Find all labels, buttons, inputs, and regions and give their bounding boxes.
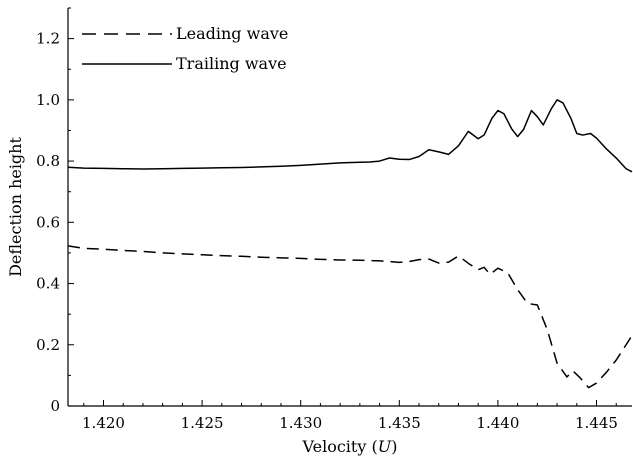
axes bbox=[67, 8, 632, 407]
x-tick-label: 1.430 bbox=[279, 414, 322, 432]
x-tick-label: 1.440 bbox=[476, 414, 519, 432]
x-tick-label: 1.435 bbox=[378, 414, 421, 432]
x-axis-label-var: U bbox=[378, 437, 392, 456]
x-tick-label: 1.425 bbox=[181, 414, 224, 432]
x-axis-label-suffix: ) bbox=[391, 437, 397, 456]
x-tick-label: 1.445 bbox=[575, 414, 618, 432]
series-line-leading-wave bbox=[67, 245, 633, 389]
y-tick-label: 1.0 bbox=[36, 91, 60, 109]
y-tick-label: 0.4 bbox=[36, 275, 60, 293]
y-tick-label: 0.6 bbox=[36, 213, 60, 231]
y-tick-label: 0 bbox=[50, 397, 60, 415]
legend-label-trailing-wave: Trailing wave bbox=[176, 54, 287, 73]
plot-lines bbox=[67, 99, 633, 389]
y-tick-label: 0.2 bbox=[36, 336, 60, 354]
y-tick-label: 1.2 bbox=[36, 30, 60, 48]
x-axis-label-prefix: Velocity ( bbox=[302, 437, 378, 456]
legend-label-leading-wave: Leading wave bbox=[176, 24, 288, 43]
x-axis-label: Velocity (U) bbox=[302, 437, 398, 456]
y-axis-label: Deflection height bbox=[6, 137, 25, 277]
x-tick-label: 1.420 bbox=[82, 414, 125, 432]
series-line-trailing-wave bbox=[67, 99, 633, 173]
y-tick-label: 0.8 bbox=[36, 152, 60, 170]
legend: Leading wave Trailing wave bbox=[82, 24, 288, 73]
ticks: 1.420 1.425 1.430 1.435 1.440 1.445 0 0.2 0.4 0.6… bbox=[36, 7, 618, 432]
